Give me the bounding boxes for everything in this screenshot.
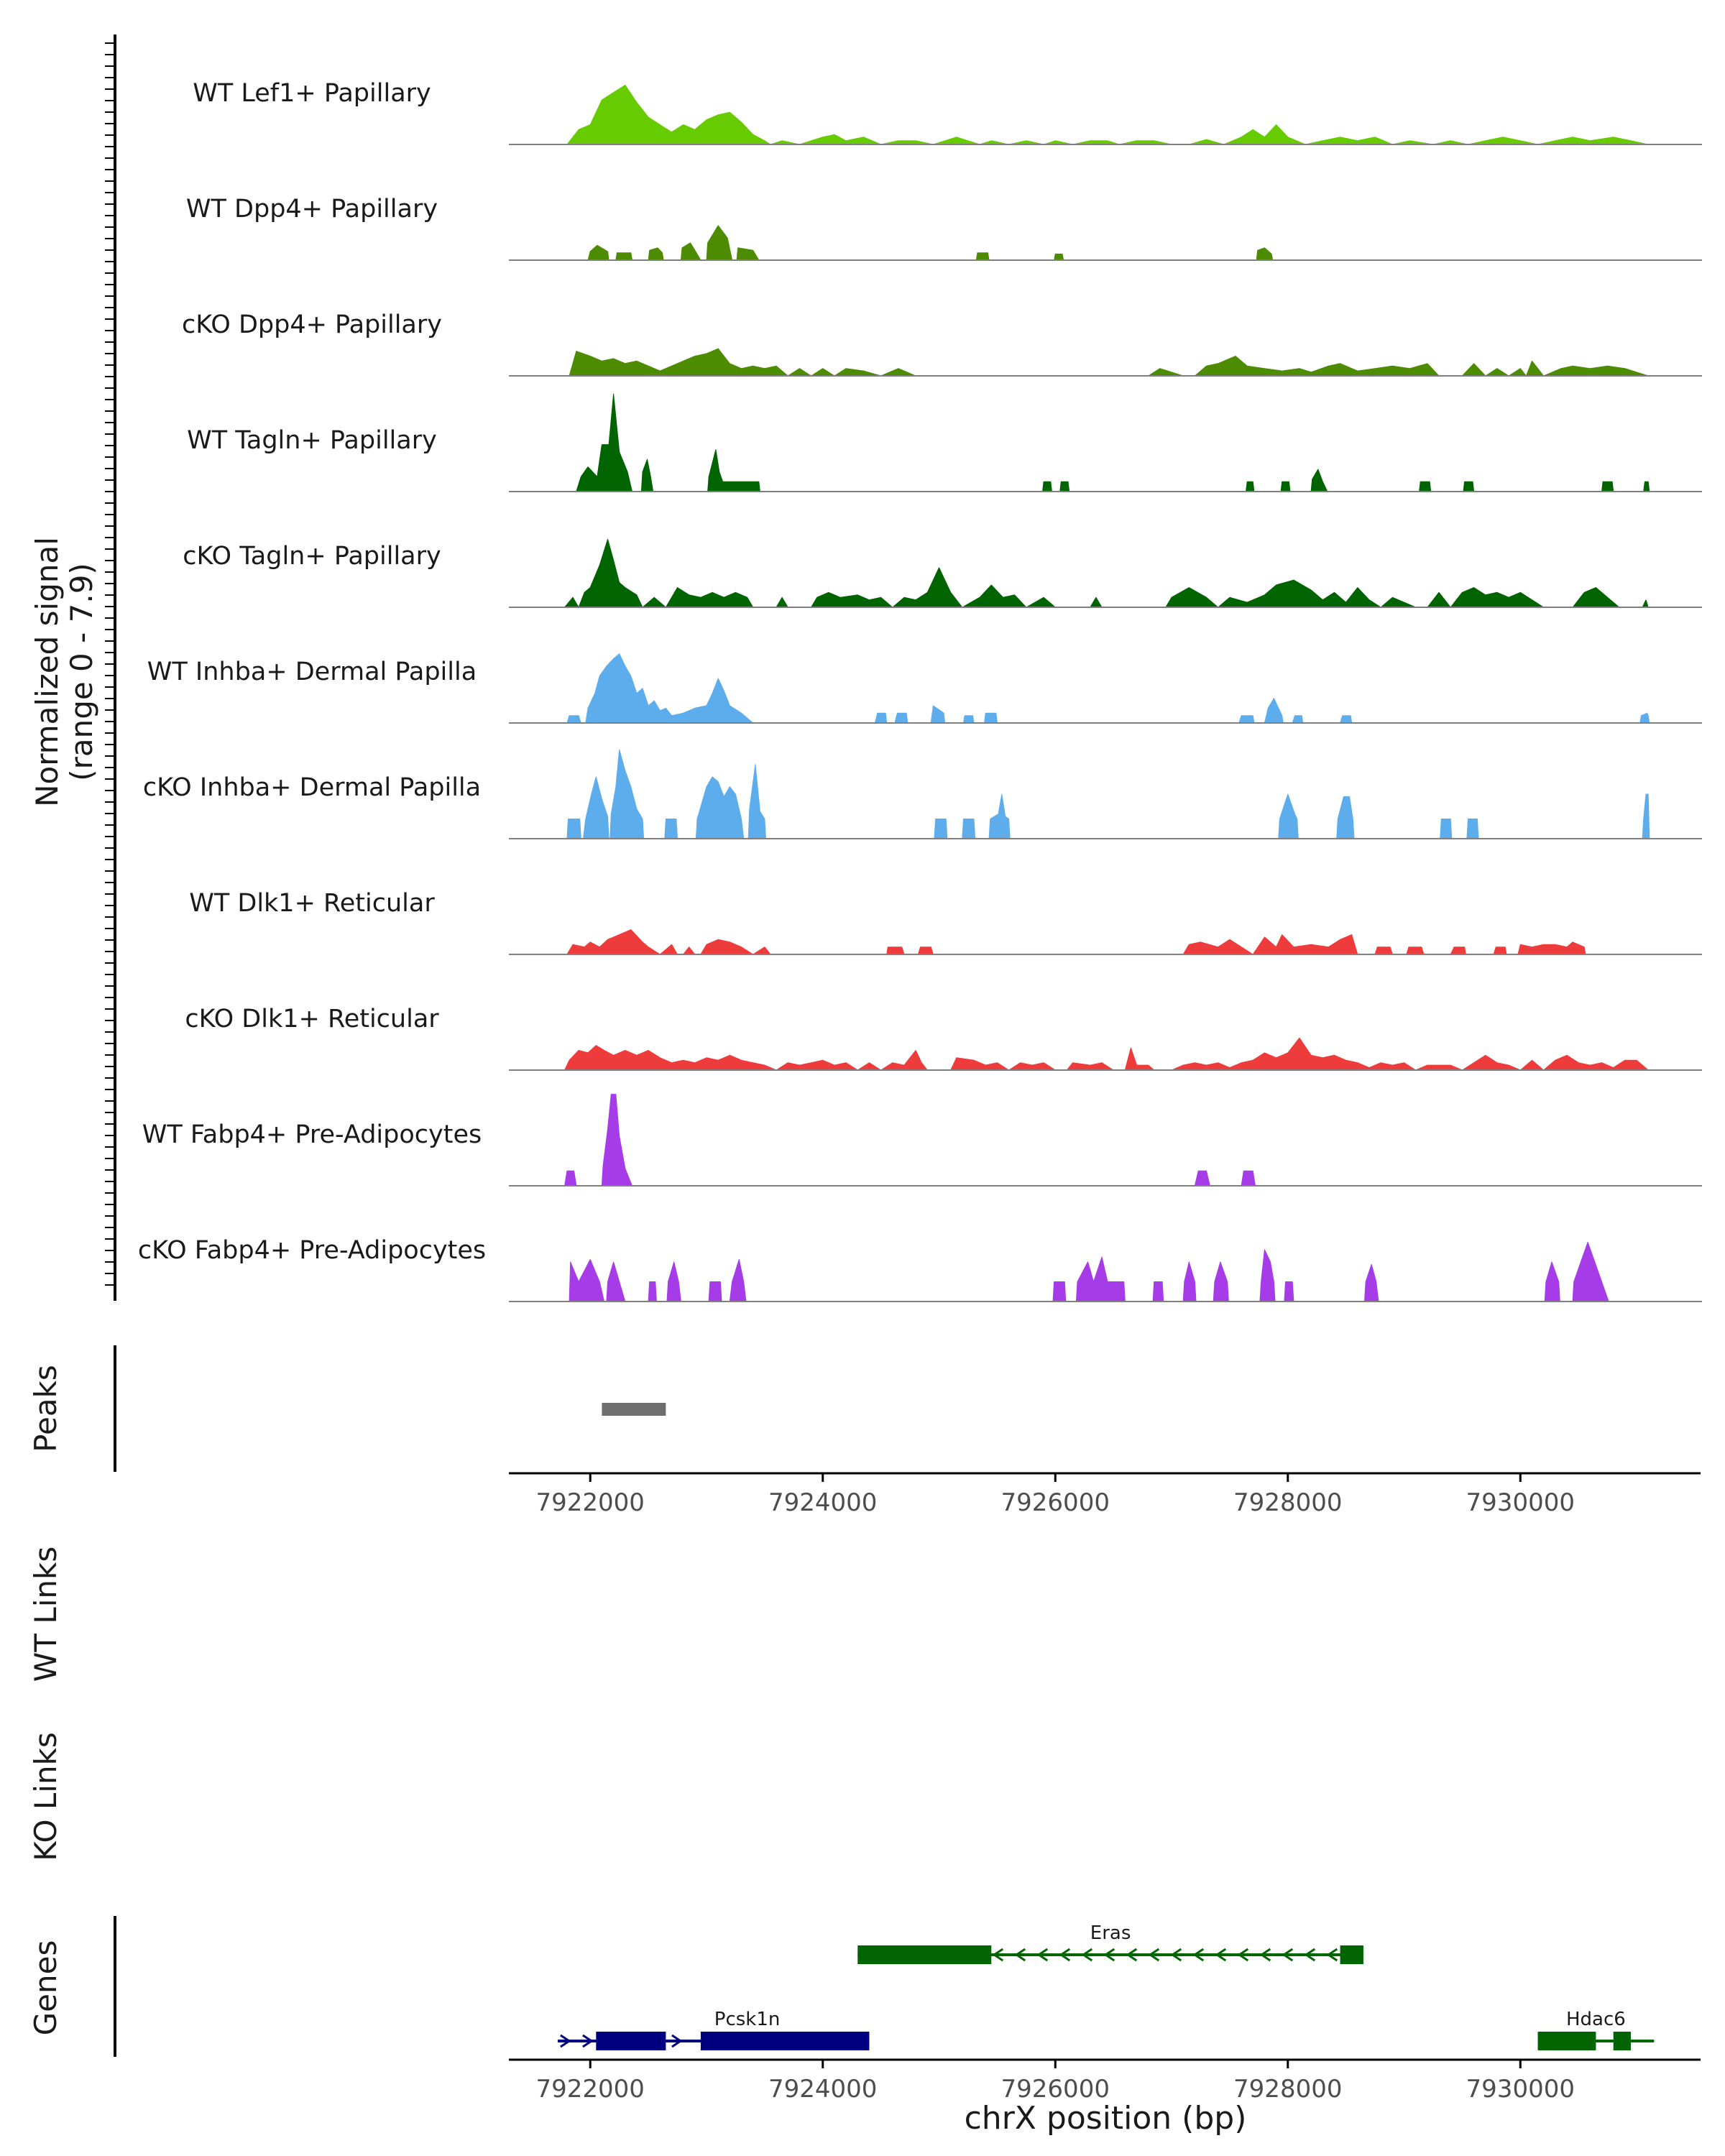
coverage-area	[587, 225, 1274, 261]
track-label: WT Dlk1+ Reticular	[189, 889, 435, 918]
gene-exon	[1613, 2032, 1631, 2050]
genes-x-tick-label: 7928000	[1233, 2075, 1342, 2104]
strand-arrow	[1126, 1948, 1138, 1962]
x-axis-title: chrX position (bp)	[965, 2100, 1247, 2137]
strand-arrow	[1148, 1948, 1160, 1962]
track-cko-tagln-papillary: cKO Tagln+ Papillary	[183, 538, 1702, 608]
strand-arrow	[1215, 1948, 1227, 1962]
genes-track: Eras Pcsk1n Hdac6	[557, 1922, 1655, 2050]
strand-arrow	[1059, 1948, 1071, 1962]
gene-label: Hdac6	[1566, 2009, 1626, 2030]
ko-links-track-title: KO Links	[28, 1732, 63, 1861]
coverage-area	[566, 84, 1649, 145]
strand-arrow	[992, 1948, 1004, 1962]
strand-arrow	[1326, 1948, 1338, 1962]
peaks-x-axis-ticks: 7922000 7924000 7926000 7928000 7930000	[536, 1473, 1575, 1517]
track-wt-inhba-dermal-papilla: WT Inhba+ Dermal Papilla	[147, 653, 1702, 724]
gene-exon	[700, 2032, 870, 2050]
peaks-track-title: Peaks	[28, 1365, 63, 1452]
coverage-tracks: WT Lef1+ Papillary WT Dpp4+ Papillary cKO …	[138, 79, 1702, 1302]
peaks-x-tick-label: 7928000	[1233, 1488, 1342, 1517]
genes-x-tick-label: 7926000	[1001, 2075, 1110, 2104]
track-label: WT Dpp4+ Papillary	[186, 195, 438, 224]
strand-arrow	[671, 2034, 683, 2048]
genes-x-tick-label: 7930000	[1466, 2075, 1575, 2104]
track-wt-tagln-papillary: WT Tagln+ Papillary	[187, 393, 1702, 492]
strand-arrow	[582, 2034, 594, 2048]
y-axis-title-line1: Normalized signal	[29, 537, 65, 807]
track-wt-lef1-papillary: WT Lef1+ Papillary	[193, 79, 1702, 145]
peak-region	[602, 1403, 666, 1416]
coverage-area	[564, 538, 1649, 608]
track-label: cKO Dpp4+ Papillary	[182, 310, 442, 339]
gene-label: Pcsk1n	[714, 2009, 781, 2030]
wt-links-track-title: WT Links	[28, 1547, 63, 1682]
y-axis-title-line2: (range 0 - 7.9)	[64, 563, 99, 781]
strand-arrow	[1237, 1948, 1249, 1962]
genes-track-title: Genes	[28, 1940, 63, 2036]
peaks-x-tick-label: 7922000	[536, 1488, 645, 1517]
track-cko-dlk1-reticular: cKO Dlk1+ Reticular	[185, 1005, 1702, 1071]
strand-arrow	[1259, 1948, 1271, 1962]
track-wt-dpp4-papillary: WT Dpp4+ Papillary	[186, 195, 1702, 261]
genes-x-tick-label: 7924000	[768, 2075, 877, 2104]
strand-arrow	[1170, 1948, 1182, 1962]
peaks-track	[602, 1403, 666, 1416]
track-cko-fabp4-pre-adipocytes: cKO Fabp4+ Pre-Adipocytes	[138, 1236, 1702, 1302]
genes-x-axis-ticks: 7922000 7924000 7926000 7928000 7930000	[536, 2060, 1575, 2104]
coverage-y-minor-ticks	[105, 42, 115, 1286]
gene-pcsk1n: Pcsk1n	[557, 2009, 870, 2050]
genes-x-tick-label: 7922000	[536, 2075, 645, 2104]
gene-exon	[1537, 2032, 1596, 2050]
gene-exon	[1340, 1945, 1363, 1964]
strand-arrow	[1192, 1948, 1205, 1962]
strand-arrow	[1036, 1948, 1049, 1962]
track-label: cKO Dlk1+ Reticular	[185, 1005, 439, 1033]
track-label: WT Tagln+ Papillary	[187, 426, 437, 455]
track-cko-inhba-dermal-papilla: cKO Inhba+ Dermal Papilla	[143, 749, 1702, 839]
strand-arrow	[560, 2034, 571, 2048]
gene-exon	[596, 2032, 666, 2050]
track-wt-dlk1-reticular: WT Dlk1+ Reticular	[189, 889, 1702, 955]
gene-label: Eras	[1090, 1922, 1131, 1944]
track-label: cKO Inhba+ Dermal Papilla	[143, 773, 481, 802]
track-cko-dpp4-papillary: cKO Dpp4+ Papillary	[182, 310, 1702, 377]
coverage-area	[564, 1037, 1649, 1071]
strand-arrow	[1282, 1948, 1294, 1962]
track-label: cKO Tagln+ Papillary	[183, 542, 441, 571]
gene-eras: Eras	[857, 1922, 1363, 1964]
peaks-x-tick-label: 7924000	[768, 1488, 877, 1517]
track-wt-fabp4-pre-adipocytes: WT Fabp4+ Pre-Adipocytes	[142, 1094, 1702, 1187]
peaks-x-tick-label: 7930000	[1466, 1488, 1575, 1517]
gene-hdac6: Hdac6	[1537, 2009, 1655, 2050]
track-label: WT Lef1+ Papillary	[193, 79, 431, 108]
coverage-area	[566, 653, 1650, 724]
peaks-x-tick-label: 7926000	[1001, 1488, 1110, 1517]
strand-arrow	[1014, 1948, 1026, 1962]
strand-arrow	[1304, 1948, 1316, 1962]
strand-arrow	[1081, 1948, 1093, 1962]
track-label: WT Fabp4+ Pre-Adipocytes	[142, 1120, 482, 1149]
track-label: cKO Fabp4+ Pre-Adipocytes	[138, 1236, 486, 1265]
strand-arrow	[1103, 1948, 1116, 1962]
track-label: WT Inhba+ Dermal Papilla	[147, 658, 477, 686]
gene-exon	[857, 1945, 992, 1964]
